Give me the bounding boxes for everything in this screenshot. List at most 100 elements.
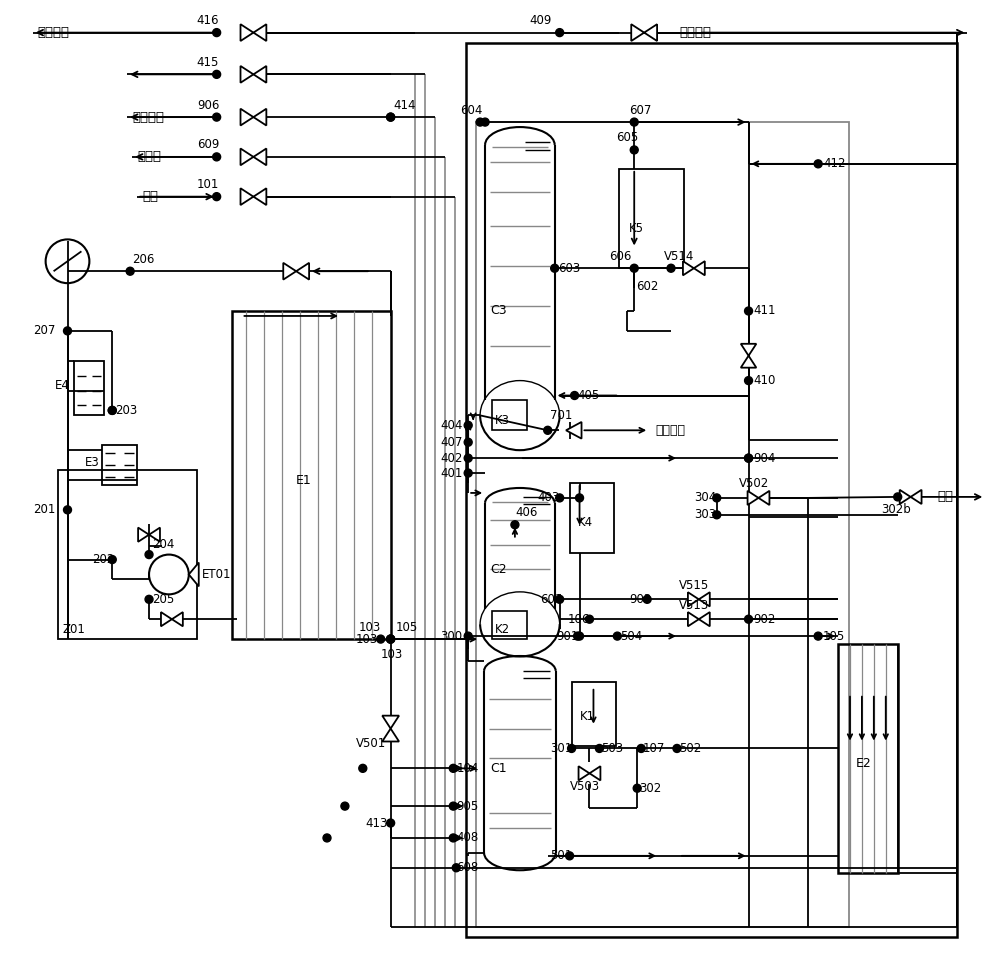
Text: 202: 202 [92,553,115,566]
Circle shape [387,113,395,121]
Text: 502: 502 [679,742,701,755]
Text: 300: 300 [440,629,462,643]
Text: 空气: 空气 [142,190,158,203]
Text: 409: 409 [530,14,552,27]
Text: 303: 303 [694,508,716,522]
Circle shape [213,153,221,161]
Text: 107: 107 [643,742,666,755]
Text: 液氮: 液氮 [937,491,953,503]
Bar [838,644,898,872]
Text: 603: 603 [558,262,580,275]
Text: 103: 103 [381,648,403,660]
Text: 低压氮气: 低压氮气 [38,26,70,40]
Circle shape [586,615,593,623]
Circle shape [464,632,472,640]
Polygon shape [253,66,266,83]
Circle shape [449,802,457,810]
Circle shape [476,119,484,126]
Circle shape [571,391,579,399]
Circle shape [551,264,559,272]
Circle shape [108,407,116,415]
Bar [492,400,527,430]
Polygon shape [382,715,399,729]
Text: V503: V503 [570,780,600,792]
Circle shape [576,494,584,502]
Text: K4: K4 [578,517,593,529]
Polygon shape [759,491,769,505]
Circle shape [464,421,472,429]
Polygon shape [566,422,582,439]
Text: 903: 903 [629,593,652,605]
Text: 402: 402 [440,452,463,465]
Circle shape [387,113,395,121]
Bar [232,311,391,639]
Circle shape [449,834,457,842]
Bar [572,682,616,746]
Text: 902: 902 [754,613,776,626]
Text: 204: 204 [152,538,174,551]
Polygon shape [253,148,266,165]
Polygon shape [241,109,253,125]
Text: E3: E3 [84,456,99,469]
Text: 602: 602 [636,280,659,293]
Circle shape [745,307,753,315]
Text: 609: 609 [197,139,219,151]
Text: 304: 304 [694,492,716,504]
Circle shape [387,635,395,643]
Bar [102,445,137,485]
Polygon shape [283,263,296,280]
Polygon shape [699,592,710,606]
Text: 压力氮气: 压力氮气 [679,26,711,40]
Text: 411: 411 [754,305,776,317]
Polygon shape [741,356,756,367]
Polygon shape [241,188,253,205]
Polygon shape [189,563,199,586]
Circle shape [464,454,472,462]
Text: 206: 206 [132,253,155,266]
Circle shape [377,635,385,643]
Text: E2: E2 [856,757,872,770]
Circle shape [643,596,651,603]
Circle shape [387,635,395,643]
Text: 106: 106 [568,613,590,626]
Text: 高纯液氧: 高纯液氧 [655,424,685,437]
Polygon shape [900,490,911,504]
Circle shape [481,119,489,126]
Circle shape [213,70,221,78]
Text: C1: C1 [490,762,507,775]
Circle shape [64,327,71,335]
Circle shape [713,494,721,502]
Text: K1: K1 [580,710,595,723]
Text: 203: 203 [115,404,137,416]
Text: K2: K2 [495,623,510,635]
Circle shape [745,615,753,623]
Text: 905: 905 [456,799,479,813]
Polygon shape [253,188,266,205]
Circle shape [568,744,576,753]
Text: E1: E1 [296,473,312,487]
Polygon shape [241,148,253,165]
Circle shape [556,494,564,502]
Circle shape [108,555,116,564]
Circle shape [745,377,753,385]
Polygon shape [699,612,710,627]
Text: V501: V501 [356,737,386,750]
Text: 103: 103 [356,632,378,646]
Circle shape [667,264,675,272]
Text: 105: 105 [396,621,418,633]
Text: 403: 403 [538,492,560,504]
Text: C3: C3 [490,305,507,317]
Text: 414: 414 [394,98,416,112]
Polygon shape [694,261,705,276]
Circle shape [108,407,116,415]
Polygon shape [631,24,644,41]
Circle shape [613,632,621,640]
Bar [570,483,614,552]
Text: V502: V502 [739,477,769,491]
Circle shape [894,493,902,501]
Text: 205: 205 [152,593,174,605]
Circle shape [637,744,645,753]
Text: V515: V515 [679,579,709,592]
Polygon shape [161,612,172,627]
Bar [466,42,957,937]
